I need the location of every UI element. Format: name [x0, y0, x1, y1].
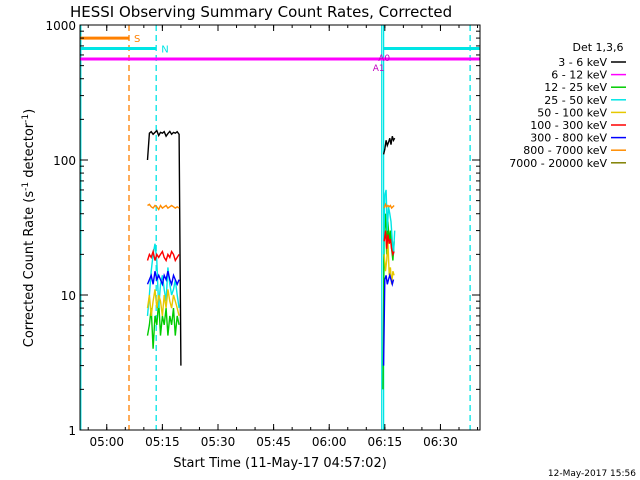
legend-label-0: 3 - 6 keV: [558, 56, 607, 69]
y-tick-label-3: 1000: [45, 19, 76, 33]
series-0: [146, 129, 396, 366]
x-tick-label-4: 06:00: [312, 435, 347, 449]
y-axis-label: Corrected Count Rate (s-1 detector-1): [21, 109, 37, 347]
x-tick-label-0: 05:00: [89, 435, 124, 449]
legend-label-1: 6 - 12 keV: [551, 69, 607, 82]
series-line-5-1: [383, 230, 395, 257]
series-line-6-0: [146, 271, 180, 287]
legend-label-5: 100 - 300 keV: [530, 119, 607, 132]
series-7: [147, 202, 395, 211]
plot-content: [80, 25, 480, 430]
y-tick-label-0: 1: [68, 424, 76, 438]
y-tick-label-1: 10: [61, 289, 76, 303]
series-line-4-0: [146, 289, 180, 317]
plot-frame: [79, 24, 481, 431]
status-bar-label-1: N: [161, 44, 168, 55]
series-line-5-0: [146, 248, 180, 263]
series-line-6-1: [382, 272, 395, 366]
annotation-1: A0: [378, 54, 390, 64]
legend-title: Det 1,3,6: [572, 41, 623, 54]
y-axis-label-exp1: -1: [21, 182, 31, 191]
x-tick-label-1: 05:15: [145, 435, 180, 449]
date-stamp: 12-May-2017 15:56: [548, 469, 636, 479]
series-line-2-0: [146, 301, 180, 349]
legend-label-8: 7000 - 20000 keV: [509, 157, 607, 170]
annotation-0: A1: [373, 64, 385, 74]
x-axis-label: Start Time (11-May-17 04:57:02): [173, 456, 387, 471]
x-tick-label-6: 06:30: [423, 435, 458, 449]
x-tick-label-3: 05:45: [256, 435, 291, 449]
legend-label-2: 12 - 25 keV: [544, 81, 607, 94]
series-line-3-1: [382, 189, 396, 255]
series-line-7-0: [147, 203, 180, 211]
x-tick-label-2: 05:30: [201, 435, 236, 449]
series-3: [146, 189, 396, 316]
legend-label-6: 300 - 800 keV: [530, 132, 607, 145]
legend-label-7: 800 - 7000 keV: [523, 144, 607, 157]
y-axis-label-part1: Corrected Count Rate (s: [22, 191, 37, 348]
axes: 05:00 05:15 05:30 05:45 06:00 06:15 06:30 1 10 10…: [45, 19, 480, 449]
series-line-7-1: [383, 202, 395, 210]
legend-label-3: 25 - 50 keV: [544, 94, 607, 107]
series-line-0-1: [382, 136, 396, 155]
series-6: [146, 271, 395, 366]
series-5: [146, 230, 395, 263]
y-axis-label-part3: ): [22, 109, 37, 114]
series-line-0-0: [146, 129, 182, 366]
status-bar-label-0: S: [134, 34, 140, 45]
x-tick-label-5: 06:15: [368, 435, 403, 449]
series-2: [146, 213, 395, 390]
y-axis-label-part2: detector: [22, 122, 37, 182]
legend-label-4: 50 - 100 keV: [537, 106, 607, 119]
y-axis-label-exp2: -1: [21, 114, 31, 123]
chart-title: HESSI Observing Summary Count Rates, Cor…: [70, 3, 452, 21]
series-4: [146, 241, 395, 317]
y-tick-label-2: 100: [53, 154, 76, 168]
